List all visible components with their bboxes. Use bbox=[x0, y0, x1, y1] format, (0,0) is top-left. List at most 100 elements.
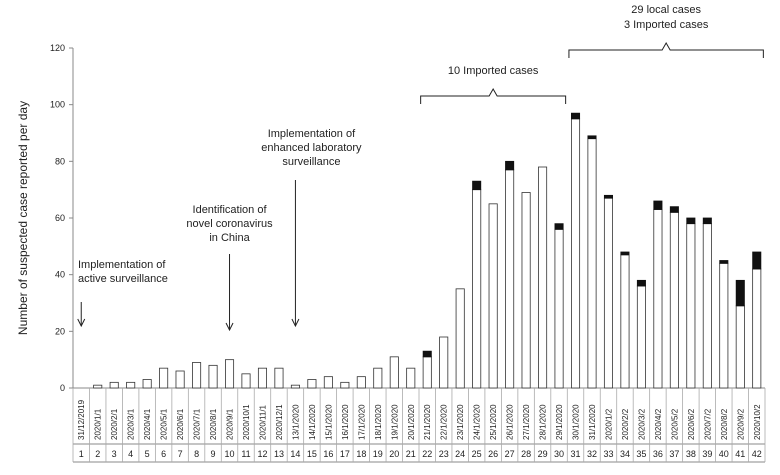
x-date-label: 2020/12/1 bbox=[275, 404, 284, 440]
x-day-label: 42 bbox=[752, 449, 762, 459]
bar-segment-confirmed bbox=[702, 217, 712, 225]
x-day-label: 16 bbox=[323, 449, 333, 459]
x-day-label: 5 bbox=[145, 449, 150, 459]
bar-segment-suspected bbox=[752, 268, 762, 389]
x-date-label: 18/1/2020 bbox=[374, 404, 383, 440]
x-date-label: 25/1/2020 bbox=[489, 404, 498, 440]
x-day-label: 40 bbox=[719, 449, 729, 459]
x-date-label: 26/1/2020 bbox=[506, 404, 515, 440]
x-date-label: 2020/2/2 bbox=[621, 408, 630, 440]
x-date-label: 2020/3/2 bbox=[637, 408, 646, 440]
x-day-label: 6 bbox=[161, 449, 166, 459]
bracket-label: 10 Imported cases bbox=[448, 65, 539, 77]
bar-segment-suspected bbox=[274, 367, 284, 389]
bar-segment-suspected bbox=[636, 285, 646, 389]
x-date-label: 22/1/2020 bbox=[440, 404, 449, 440]
x-date-label: 2020/5/2 bbox=[670, 408, 679, 440]
bar-segment-suspected bbox=[241, 373, 251, 389]
x-date-label: 2020/11/1 bbox=[258, 404, 267, 440]
x-date-label: 2020/4/1 bbox=[143, 408, 152, 440]
x-day-label: 13 bbox=[274, 449, 284, 459]
bracket-label: 29 local cases bbox=[631, 4, 701, 16]
bar-segment-suspected bbox=[538, 166, 548, 389]
bar-segment-confirmed bbox=[686, 217, 696, 225]
bar-segment-suspected bbox=[455, 288, 465, 389]
x-date-label: 30/1/2020 bbox=[572, 404, 581, 440]
annotation-text: Identification of bbox=[193, 204, 268, 216]
annotation-text: Implementation of bbox=[268, 128, 356, 140]
bar-segment-suspected bbox=[669, 211, 679, 389]
bar-segment-confirmed bbox=[571, 112, 581, 120]
bar-segment-confirmed bbox=[653, 200, 663, 210]
x-date-label: 19/1/2020 bbox=[390, 404, 399, 440]
y-tick-label: 100 bbox=[50, 100, 65, 110]
bar-segment-suspected bbox=[225, 359, 235, 389]
bar-segment-confirmed bbox=[554, 223, 564, 230]
x-day-label: 24 bbox=[455, 449, 465, 459]
x-day-label: 12 bbox=[257, 449, 267, 459]
bar-segment-suspected bbox=[159, 367, 169, 389]
x-date-label: 2020/9/2 bbox=[736, 408, 745, 440]
x-day-label: 35 bbox=[636, 449, 646, 459]
bar-segment-suspected bbox=[290, 384, 300, 389]
x-day-label: 28 bbox=[521, 449, 531, 459]
x-day-label: 38 bbox=[686, 449, 696, 459]
x-date-label: 15/1/2020 bbox=[324, 404, 333, 440]
x-date-label: 14/1/2020 bbox=[308, 404, 317, 440]
x-day-label: 34 bbox=[620, 449, 630, 459]
x-day-label: 41 bbox=[735, 449, 745, 459]
x-date-label: 2020/5/1 bbox=[160, 408, 169, 440]
x-day-label: 32 bbox=[587, 449, 597, 459]
x-date-label: 2020/4/2 bbox=[654, 408, 663, 440]
x-day-label: 29 bbox=[538, 449, 548, 459]
x-date-label: 24/1/2020 bbox=[473, 404, 482, 440]
annotation-arrowhead bbox=[225, 322, 234, 332]
x-day-label: 31 bbox=[571, 449, 581, 459]
x-date-label: 2020/1/1 bbox=[94, 408, 103, 440]
x-date-label: 2020/9/1 bbox=[226, 408, 235, 440]
bar-segment-suspected bbox=[686, 223, 696, 389]
bar-segment-suspected bbox=[257, 367, 267, 389]
x-day-label: 27 bbox=[505, 449, 515, 459]
bar-segment-suspected bbox=[422, 356, 432, 389]
x-day-label: 9 bbox=[211, 449, 216, 459]
bar-segment-suspected bbox=[620, 254, 630, 389]
bracket bbox=[420, 87, 567, 104]
annotation-text: novel coronavirus bbox=[186, 218, 273, 230]
y-axis-label: Number of suspected case reported per da… bbox=[16, 101, 30, 335]
bar-segment-suspected bbox=[340, 381, 350, 389]
annotation-text: active surveillance bbox=[78, 273, 168, 285]
bracket-label: 3 Imported cases bbox=[624, 19, 709, 31]
x-date-label: 27/1/2020 bbox=[522, 404, 531, 440]
bar-segment-suspected bbox=[93, 384, 103, 389]
x-date-label: 2020/3/1 bbox=[127, 408, 136, 440]
y-tick-label: 120 bbox=[50, 43, 65, 53]
x-date-label: 2020/6/1 bbox=[176, 408, 185, 440]
y-tick-label: 20 bbox=[55, 326, 65, 336]
annotation-text: in China bbox=[209, 232, 250, 244]
bar-segment-confirmed bbox=[636, 279, 646, 287]
y-tick-label: 80 bbox=[55, 156, 65, 166]
x-day-label: 39 bbox=[702, 449, 712, 459]
x-date-label: 2020/8/1 bbox=[209, 408, 218, 440]
x-date-label: 31/12/2019 bbox=[77, 399, 86, 440]
bar-segment-confirmed bbox=[735, 279, 745, 307]
x-day-label: 26 bbox=[488, 449, 498, 459]
x-day-label: 20 bbox=[389, 449, 399, 459]
x-day-label: 7 bbox=[178, 449, 183, 459]
bar-segment-suspected bbox=[406, 367, 416, 389]
x-date-label: 2020/8/2 bbox=[720, 408, 729, 440]
x-date-label: 2020/6/2 bbox=[687, 408, 696, 440]
bar-segment-suspected bbox=[505, 169, 515, 389]
x-day-label: 22 bbox=[422, 449, 432, 459]
x-date-label: 2020/10/1 bbox=[242, 404, 251, 440]
x-date-label: 23/1/2020 bbox=[456, 404, 465, 440]
bar-segment-confirmed bbox=[587, 135, 597, 140]
x-day-label: 25 bbox=[472, 449, 482, 459]
x-day-label: 4 bbox=[128, 449, 133, 459]
bar-segment-suspected bbox=[373, 367, 383, 389]
bar-segment-suspected bbox=[735, 305, 745, 389]
bar-segment-confirmed bbox=[603, 194, 613, 199]
bar-segment-suspected bbox=[208, 364, 218, 389]
